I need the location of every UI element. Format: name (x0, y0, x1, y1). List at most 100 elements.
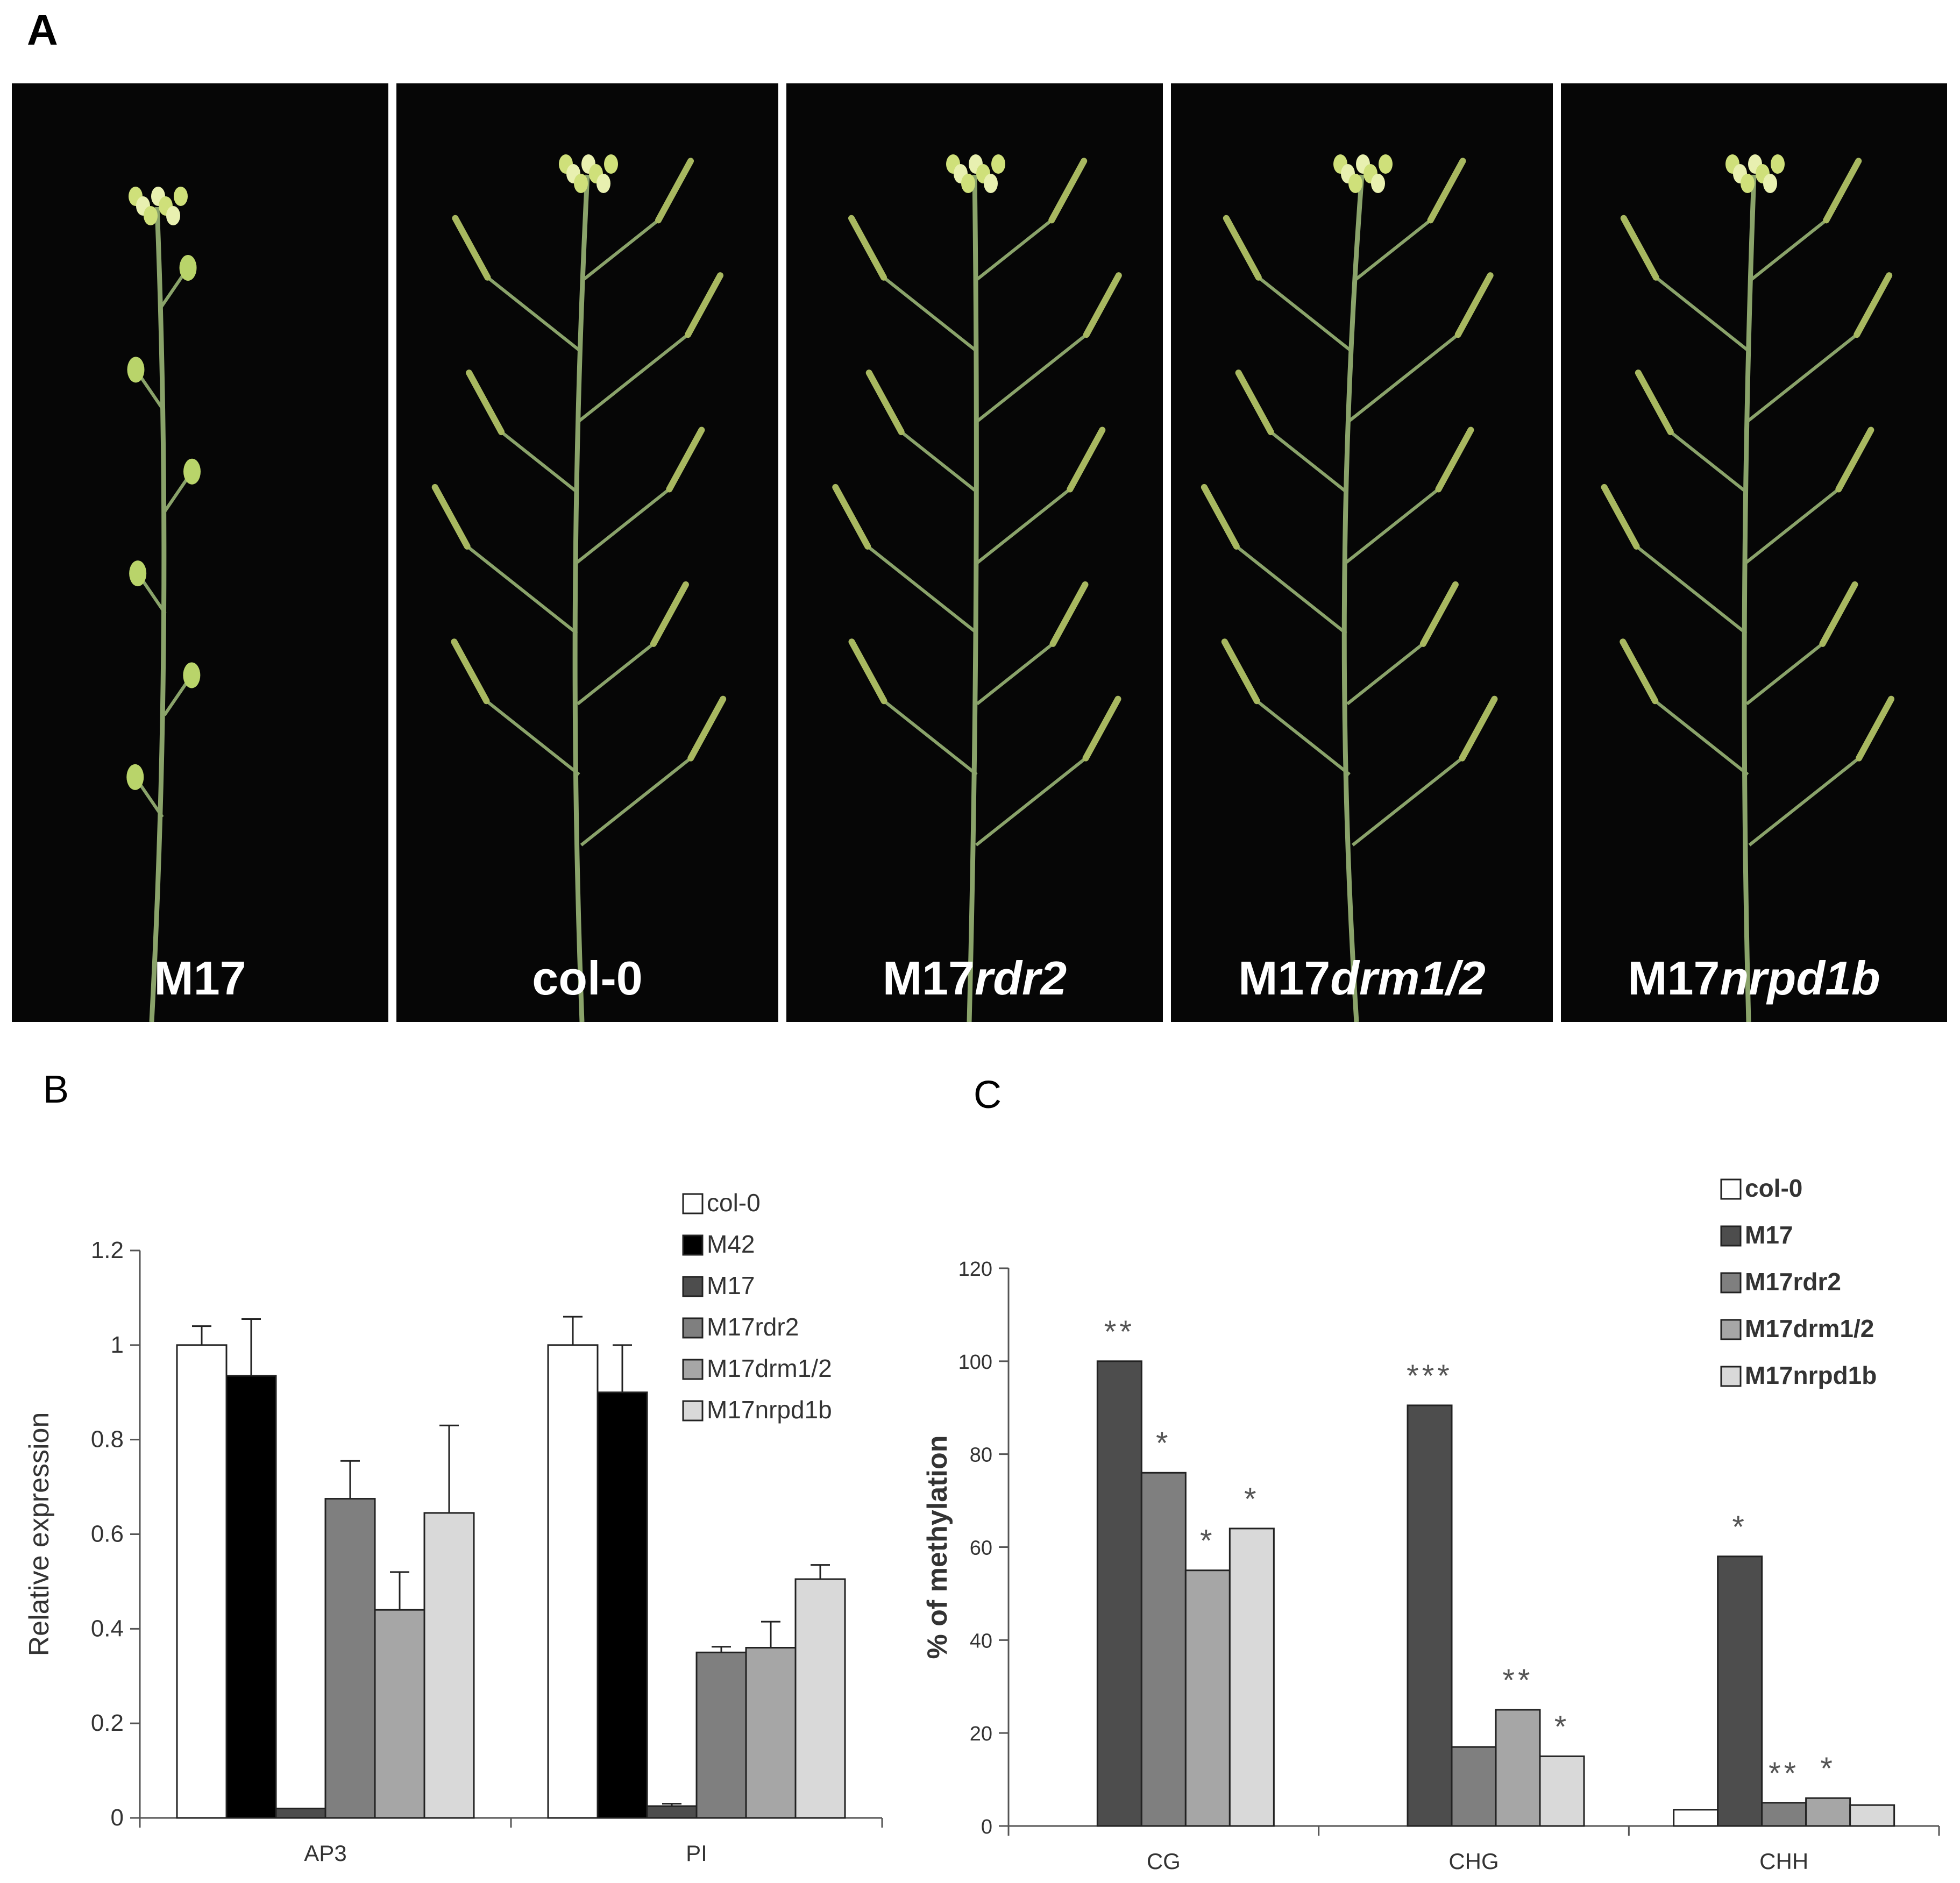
legend-swatch (682, 1193, 704, 1214)
legend-label: M42 (707, 1230, 755, 1258)
plant-photo-m17nrpd1b: M17nrpd1b (1561, 83, 1947, 1022)
branch-line (1749, 219, 1828, 282)
branch-line (1635, 545, 1748, 635)
significance-stars: * (1554, 1709, 1570, 1744)
flower-mark (984, 174, 998, 193)
y-tick-label: 40 (970, 1630, 992, 1652)
photo-label: col-0 (532, 951, 643, 1005)
legend-swatch (682, 1276, 704, 1297)
significance-stars: *** (1407, 1359, 1453, 1394)
significance-stars: * (1244, 1482, 1260, 1517)
y-tick-label: 60 (970, 1537, 992, 1560)
flower-mark (1371, 174, 1385, 193)
bar-m17rdr2 (1761, 1802, 1807, 1827)
silique-mark (1427, 158, 1466, 224)
bar-m42 (225, 1375, 277, 1819)
significance-stars: * (1732, 1510, 1748, 1545)
significance-stars: * (1156, 1426, 1171, 1461)
silique-mark (1856, 695, 1895, 762)
bar-m17rdr2 (1140, 1472, 1187, 1827)
legend-swatch (1720, 1178, 1742, 1200)
legend-label: M17 (707, 1271, 755, 1299)
y-tick-label: 0 (981, 1816, 992, 1838)
flower-mark (596, 174, 610, 193)
photo-label: M17rdr2 (882, 951, 1067, 1005)
branch-line (1745, 488, 1840, 564)
branch-line (577, 333, 689, 423)
y-tick-label: 20 (970, 1723, 992, 1745)
axes: 0 20 40 60 80 100 120 % of methylation CG CHG CHH (922, 1258, 1940, 1874)
branch-line (500, 430, 578, 494)
panel-label-c: C (974, 1074, 1002, 1117)
silique-mark (466, 370, 505, 436)
flower-mark (1379, 154, 1393, 174)
stem-line (967, 174, 979, 1022)
branch-line (1345, 488, 1440, 564)
x-tick-label: CHG (1448, 1849, 1499, 1874)
silique-mark (431, 484, 471, 550)
legend-swatch (1720, 1225, 1742, 1247)
plant-photo-m17drm1-2: M17drm1/2 (1171, 83, 1553, 1022)
silique-mark (1048, 158, 1088, 224)
stem-line (149, 207, 167, 1022)
bar-col-0 (547, 1344, 599, 1819)
legend-label: col-0 (707, 1189, 761, 1217)
silique-mark (655, 158, 694, 224)
x-tick-label: CG (1147, 1849, 1181, 1874)
photo-label: M17drm1/2 (1238, 951, 1486, 1005)
bar-m17drm1-2 (1184, 1569, 1231, 1827)
stem-line (572, 174, 590, 1022)
bar-col-0 (176, 1344, 228, 1819)
branch-line (577, 642, 655, 706)
bar-m17nrpd1b (1849, 1804, 1895, 1827)
plant-illustration (832, 154, 1122, 1022)
branch-line (1745, 642, 1824, 706)
silique-mark (687, 695, 727, 762)
plant-illustration (1201, 154, 1498, 1022)
bud-mark (127, 357, 145, 383)
branch-line (1748, 757, 1860, 847)
bar-m17 (275, 1807, 326, 1819)
bar-m42 (596, 1391, 648, 1819)
legend-swatch (682, 1234, 704, 1256)
branch-line (1351, 757, 1464, 847)
silique-mark (1459, 695, 1498, 762)
plant-photo-m17: M17 (12, 83, 388, 1022)
silique-mark (1620, 638, 1659, 705)
branch-line (1746, 333, 1858, 423)
branch-line (580, 757, 692, 847)
silique-mark (865, 370, 905, 436)
silique-mark (1635, 370, 1674, 436)
chart-methylation: 0 20 40 60 80 100 120 % of methylation CG CHG CHH *… (914, 1140, 1960, 1880)
silique-mark (451, 638, 490, 705)
panel-label-a: A (27, 6, 58, 54)
branch-line (883, 276, 978, 352)
branch-line (1255, 699, 1351, 776)
y-tick-label: 0.2 (91, 1710, 124, 1736)
bar-m17drm1-2 (374, 1609, 425, 1819)
silique-mark (848, 215, 887, 281)
branch-line (1257, 276, 1353, 352)
legend-swatch (1720, 1272, 1742, 1294)
y-tick-label: 100 (958, 1351, 992, 1374)
flower-mark (1763, 174, 1777, 193)
bar-m17drm1-2 (1495, 1709, 1541, 1827)
y-tick-label: 0.6 (91, 1521, 124, 1547)
silique-mark (1419, 581, 1459, 647)
bud-mark (129, 560, 147, 587)
branch-line (486, 276, 581, 352)
flower-mark (574, 174, 588, 193)
branch-line (1346, 642, 1424, 706)
branch-line (1269, 430, 1348, 494)
y-tick-label: 0.8 (91, 1426, 124, 1453)
flower-mark (174, 187, 188, 206)
branch-line (883, 699, 978, 776)
silique-mark (1049, 581, 1089, 647)
panel-label-b: B (43, 1068, 69, 1111)
flower-mark (144, 206, 158, 225)
branch-line (976, 333, 1088, 423)
bar-m17rdr2 (324, 1498, 376, 1819)
legend-label: M17rdr2 (1745, 1268, 1841, 1296)
legend-swatch (1720, 1366, 1742, 1387)
silique-mark (1201, 484, 1240, 550)
